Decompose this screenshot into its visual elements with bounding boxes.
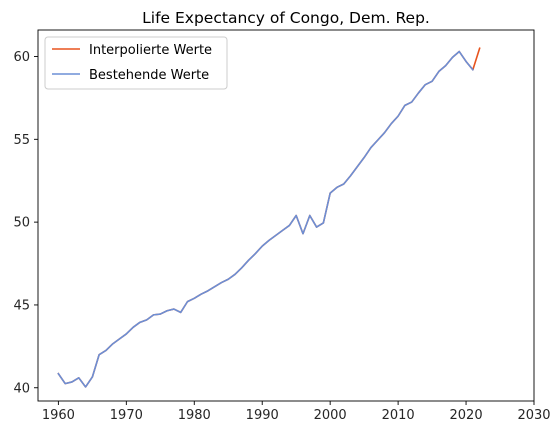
x-tick-label: 2010: [382, 408, 415, 423]
x-tick-label: 1990: [246, 408, 279, 423]
y-tick-label: 60: [13, 50, 30, 65]
series-line-bestehende: [58, 52, 472, 387]
legend-label-bestehende: Bestehende Werte: [89, 68, 209, 83]
series-layer: [58, 48, 479, 387]
y-tick-label: 55: [13, 133, 30, 148]
x-tick-label: 1960: [42, 408, 75, 423]
y-tick-label: 50: [13, 216, 30, 231]
x-tick-label: 2030: [517, 408, 550, 423]
y-axis: 40 45 50 55 60: [13, 50, 38, 396]
x-tick-label: 2000: [314, 408, 347, 423]
x-tick-label: 2020: [450, 408, 483, 423]
y-tick-label: 40: [13, 381, 30, 396]
y-tick-label: 45: [13, 298, 30, 313]
x-tick-label: 1970: [110, 408, 143, 423]
chart-title: Life Expectancy of Congo, Dem. Rep.: [142, 9, 430, 27]
x-tick-label: 1980: [178, 408, 211, 423]
x-axis: 1960 1970 1980 1990 2000 2010 2020 2030: [42, 401, 551, 423]
series-line-interpolierte: [58, 48, 479, 387]
legend: Interpolierte Werte Bestehende Werte: [45, 37, 227, 89]
legend-label-interpolierte: Interpolierte Werte: [89, 43, 212, 58]
